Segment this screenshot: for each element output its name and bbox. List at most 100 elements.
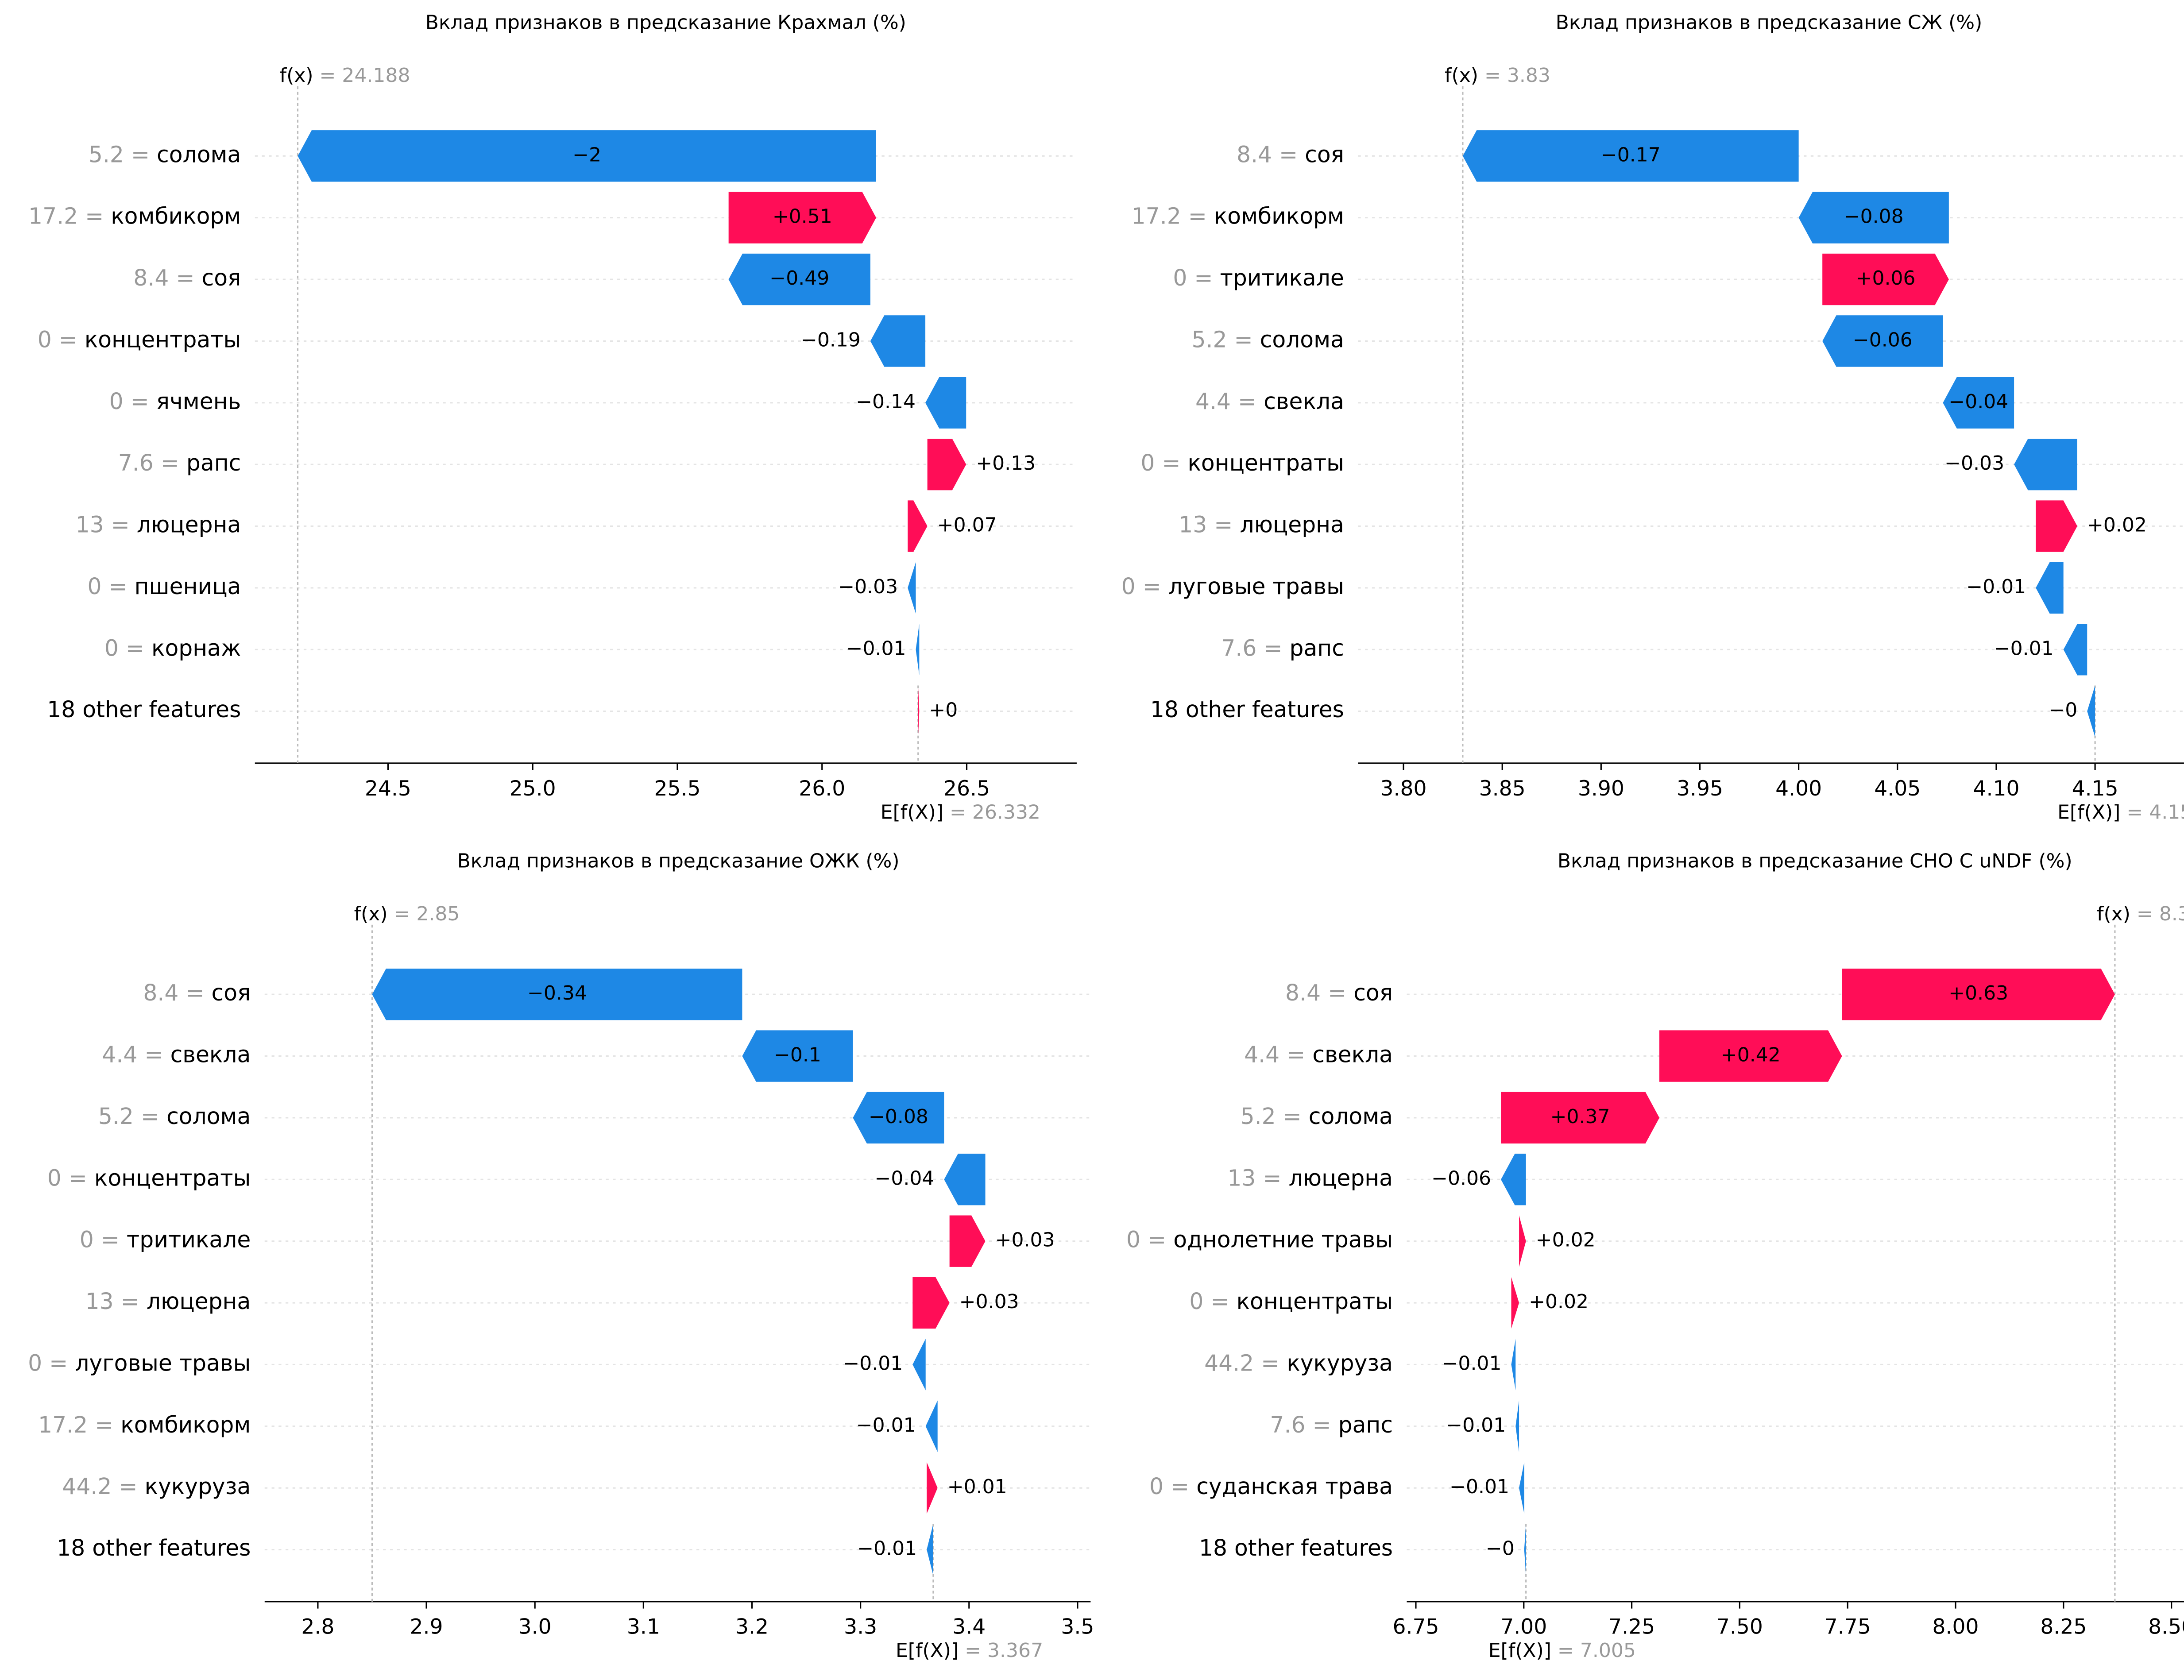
feature-label: 0 = концентраты (1189, 1288, 1393, 1314)
contribution-bar (927, 1462, 938, 1514)
contribution-bar (925, 1400, 938, 1452)
x-tick-label: 7.75 (1825, 1615, 1871, 1639)
value-label: −0.03 (1944, 452, 2004, 475)
contribution-bar (372, 969, 742, 1020)
feature-label: 0 = ячмень (109, 388, 241, 414)
feature-label: 44.2 = кукуруза (62, 1473, 251, 1499)
feature-label: 18 other features (1150, 696, 1344, 722)
value-label: −0.01 (847, 637, 906, 660)
value-label: −0.06 (1853, 328, 1913, 351)
contribution-bar (1943, 377, 2014, 429)
contribution-bar (1511, 1339, 1516, 1390)
value-label: −0.49 (769, 267, 829, 290)
contribution-bar (853, 1092, 944, 1144)
contribution-bar (1524, 1524, 1526, 1576)
value-label: +0.13 (976, 452, 1036, 475)
contribution-bar (1501, 1154, 1526, 1205)
contribution-bar (1798, 192, 1949, 243)
feature-label: 8.4 = соя (133, 265, 241, 291)
x-tick-label: 3.0 (518, 1615, 552, 1639)
feature-label: 0 = однолетние травы (1126, 1226, 1393, 1252)
value-label: −0 (1486, 1537, 1515, 1560)
feature-label: 0 = луговые травы (28, 1350, 251, 1376)
chart-title: Вклад признаков в предсказание ОЖК (%) (457, 850, 900, 872)
x-tick-label: 3.5 (1061, 1615, 1094, 1639)
base-label: E[f(X)] = 3.367 (896, 1639, 1043, 1662)
feature-label: 5.2 = солома (89, 141, 241, 167)
contribution-bar (944, 1154, 986, 1205)
feature-label: 5.2 = солома (1191, 326, 1344, 352)
value-label: −0.01 (1994, 637, 2054, 660)
contribution-bar (870, 315, 926, 367)
value-label: −0.01 (1966, 575, 2026, 598)
fx-label: f(x) = 24.188 (280, 64, 410, 87)
contribution-bar (949, 1215, 986, 1267)
contribution-bar (908, 500, 928, 552)
value-label: −0.34 (527, 982, 587, 1004)
feature-label: 17.2 = комбикорм (38, 1411, 251, 1437)
value-label: −2 (572, 143, 601, 166)
contribution-bar (1462, 130, 1799, 182)
x-tick-label: 25.5 (654, 776, 700, 801)
value-label: +0.51 (773, 205, 832, 228)
chart-title: Вклад признаков в предсказание СЖ (%) (1556, 11, 1983, 34)
contribution-bar (1519, 1215, 1526, 1267)
x-tick-label: 3.1 (627, 1615, 660, 1639)
value-label: −0.03 (838, 575, 898, 598)
base-label: E[f(X)] = 26.332 (881, 801, 1040, 823)
feature-label: 17.2 = комбикорм (28, 203, 241, 229)
x-tick-label: 25.0 (510, 776, 556, 801)
value-label: −0 (2049, 699, 2077, 722)
value-label: +0.02 (1529, 1290, 1589, 1313)
x-tick-label: 3.90 (1578, 776, 1624, 801)
chart-title: Вклад признаков в предсказание Крахмал (… (425, 11, 906, 34)
feature-label: 17.2 = комбикорм (1132, 203, 1344, 229)
x-tick-label: 8.50 (2148, 1615, 2184, 1639)
feature-label: 13 = люцерна (85, 1288, 251, 1314)
feature-label: 8.4 = соя (1285, 980, 1393, 1006)
value-label: −0.08 (1844, 205, 1904, 228)
feature-label: 44.2 = кукуруза (1204, 1350, 1393, 1376)
feature-label: 13 = люцерна (76, 511, 241, 537)
contribution-bar (1822, 253, 1949, 305)
contribution-bar (2087, 685, 2095, 737)
base-label: E[f(X)] = 4.15 (2057, 801, 2184, 823)
contribution-bar (927, 1524, 933, 1576)
value-label: −0.06 (1431, 1167, 1491, 1190)
value-label: +0.07 (937, 514, 997, 537)
value-label: −0.04 (874, 1167, 934, 1190)
x-tick-label: 3.4 (952, 1615, 986, 1639)
feature-label: 0 = пшеница (87, 573, 241, 599)
x-tick-label: 3.95 (1677, 776, 1723, 801)
contribution-bar (1515, 1400, 1519, 1452)
fx-label: f(x) = 3.83 (1445, 64, 1550, 87)
feature-label: 0 = тритикале (1173, 265, 1344, 291)
value-label: −0.01 (856, 1414, 916, 1437)
feature-label: 7.6 = рапс (118, 450, 241, 476)
x-tick-label: 3.85 (1479, 776, 1526, 801)
feature-label: 0 = луговые травы (1121, 573, 1344, 599)
chart-title: Вклад признаков в предсказание CHO C uND… (1558, 850, 2072, 872)
x-tick-label: 4.10 (1973, 776, 2019, 801)
value-label: −0.17 (1601, 143, 1661, 166)
feature-label: 18 other features (47, 696, 241, 722)
contribution-bar (2036, 562, 2064, 614)
contribution-bar (1842, 969, 2115, 1020)
contribution-bar (728, 253, 870, 305)
value-label: −0.14 (856, 390, 916, 413)
contribution-bar (1511, 1277, 1519, 1329)
x-tick-label: 8.00 (1933, 1615, 1979, 1639)
contribution-bar (742, 1030, 853, 1082)
value-label: −0.08 (869, 1105, 928, 1128)
contribution-bar (925, 377, 966, 429)
feature-label: 0 = концентраты (1140, 450, 1344, 476)
value-label: +0.03 (959, 1290, 1019, 1313)
contribution-bar (728, 192, 876, 243)
x-tick-label: 3.2 (735, 1615, 769, 1639)
value-label: −0.01 (1450, 1475, 1509, 1498)
x-tick-label: 24.5 (365, 776, 411, 801)
feature-label: 5.2 = солома (98, 1103, 251, 1129)
x-tick-label: 4.00 (1775, 776, 1822, 801)
contribution-bar (912, 1277, 950, 1329)
